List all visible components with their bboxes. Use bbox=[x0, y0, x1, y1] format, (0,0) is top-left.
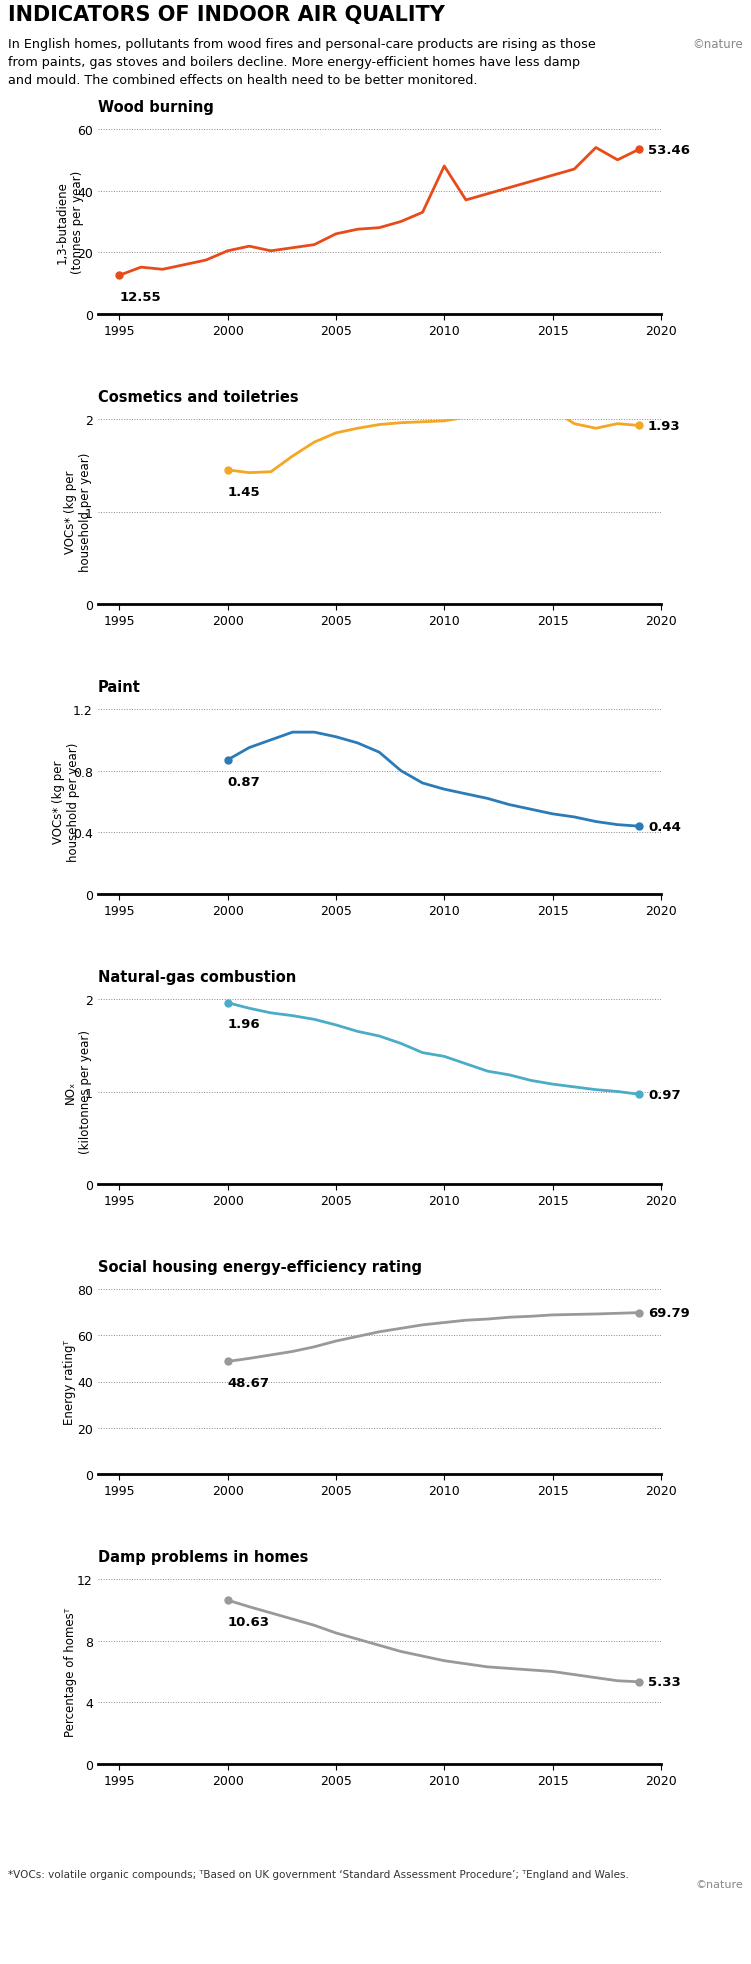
Text: 1.93: 1.93 bbox=[648, 420, 680, 432]
Y-axis label: 1,3-butadiene
(tonnes per year): 1,3-butadiene (tonnes per year) bbox=[56, 171, 84, 275]
Text: INDICATORS OF INDOOR AIR QUALITY: INDICATORS OF INDOOR AIR QUALITY bbox=[8, 6, 445, 26]
Text: 1.45: 1.45 bbox=[228, 485, 261, 499]
Y-axis label: Energy ratingᵀ: Energy ratingᵀ bbox=[63, 1339, 77, 1424]
Text: 48.67: 48.67 bbox=[228, 1377, 270, 1391]
Text: 12.55: 12.55 bbox=[119, 291, 161, 304]
Text: 10.63: 10.63 bbox=[228, 1614, 270, 1628]
Text: 1.96: 1.96 bbox=[228, 1017, 261, 1031]
Text: *VOCs: volatile organic compounds; ᵀBased on UK government ‘Standard Assessment : *VOCs: volatile organic compounds; ᵀBase… bbox=[8, 1870, 629, 1880]
Text: Social housing energy-efficiency rating: Social housing energy-efficiency rating bbox=[98, 1259, 421, 1275]
Text: Damp problems in homes: Damp problems in homes bbox=[98, 1550, 308, 1563]
Y-axis label: VOCs* (kg per
household per year): VOCs* (kg per household per year) bbox=[52, 742, 80, 862]
Text: In English homes, pollutants from wood fires and personal-care products are risi: In English homes, pollutants from wood f… bbox=[8, 37, 596, 86]
Text: ©nature: ©nature bbox=[695, 1880, 743, 1889]
Text: Natural-gas combustion: Natural-gas combustion bbox=[98, 970, 296, 984]
Text: 0.87: 0.87 bbox=[228, 776, 261, 788]
Text: 53.46: 53.46 bbox=[648, 143, 690, 157]
Text: Cosmetics and toiletries: Cosmetics and toiletries bbox=[98, 389, 298, 405]
Text: ©nature: ©nature bbox=[692, 37, 743, 51]
Y-axis label: Percentage of homesᵀ: Percentage of homesᵀ bbox=[64, 1607, 77, 1736]
Text: 69.79: 69.79 bbox=[648, 1306, 689, 1320]
Text: 5.33: 5.33 bbox=[648, 1675, 680, 1689]
Y-axis label: VOCs* (kg per
household per year): VOCs* (kg per household per year) bbox=[64, 452, 92, 572]
Text: Wood burning: Wood burning bbox=[98, 100, 213, 116]
Text: 0.97: 0.97 bbox=[648, 1088, 680, 1102]
Y-axis label: NOₓ
(kilotonnes per year): NOₓ (kilotonnes per year) bbox=[64, 1029, 92, 1155]
Text: Paint: Paint bbox=[98, 680, 140, 695]
Text: 0.44: 0.44 bbox=[648, 821, 680, 833]
